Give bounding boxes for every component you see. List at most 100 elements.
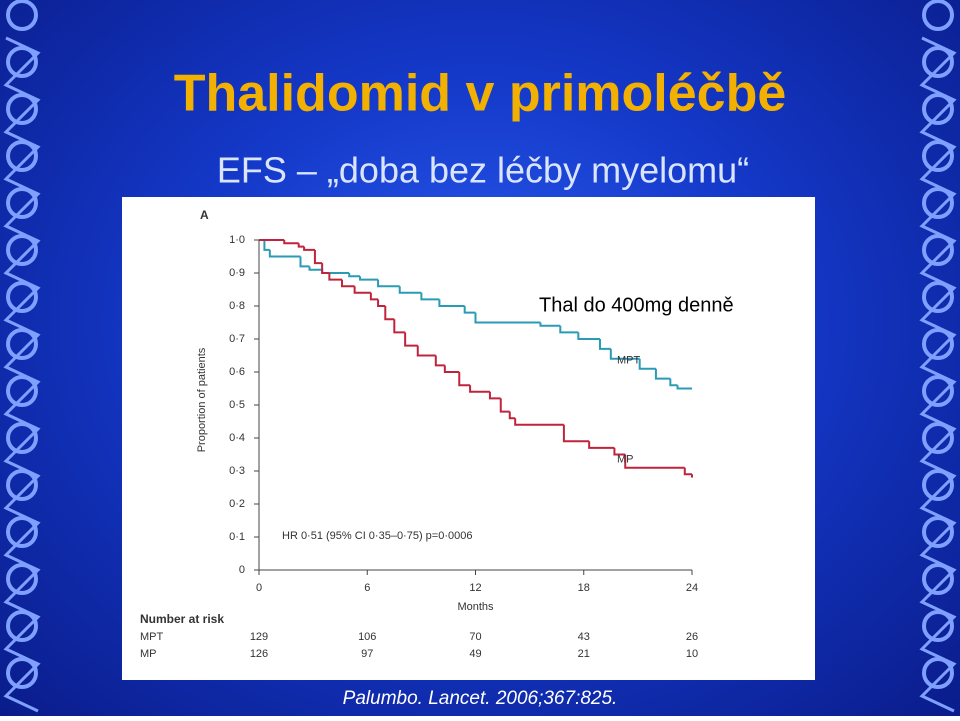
- step-segment: [268, 249, 301, 258]
- series-label: MP: [617, 454, 634, 466]
- hr-annotation: HR 0·51 (95% CI 0·35–0·75) p=0·0006: [282, 530, 472, 542]
- x-tick-label: 0: [256, 582, 262, 594]
- deco-ring: [922, 328, 954, 360]
- y-tick-label: 0·8: [229, 300, 245, 312]
- citation: Palumbo. Lancet. 2006;367:825.: [343, 688, 618, 709]
- step-segment: [299, 256, 310, 268]
- y-tick-label: 0: [239, 564, 245, 576]
- step-segment: [283, 240, 299, 245]
- risk-row-label: MPT: [140, 631, 164, 643]
- step-segment: [438, 299, 465, 307]
- step-segment: [443, 365, 460, 373]
- step-segment: [416, 345, 436, 357]
- y-tick-label: 0·5: [229, 399, 245, 411]
- deco-zigzag: [3, 36, 41, 713]
- step-segment: [359, 276, 379, 281]
- deco-ring: [922, 140, 954, 172]
- deco-ring: [6, 563, 38, 595]
- step-segment: [377, 279, 400, 288]
- step-segment: [384, 306, 395, 321]
- step-segment: [369, 292, 379, 301]
- border-decoration: [3, 0, 957, 713]
- deco-ring: [6, 140, 38, 172]
- risk-value: 21: [578, 648, 590, 660]
- risk-value: 126: [250, 648, 268, 660]
- step-segment: [404, 332, 418, 347]
- step-segment: [377, 299, 386, 307]
- deco-ring: [922, 375, 954, 407]
- risk-value: 10: [686, 648, 698, 660]
- step-segment: [353, 286, 371, 294]
- deco-ring: [922, 187, 954, 219]
- deco-ring: [922, 281, 954, 313]
- step-segment: [348, 273, 361, 278]
- y-tick-label: 0·7: [229, 333, 245, 345]
- step-segment: [303, 246, 315, 251]
- deco-zigzag: [919, 36, 957, 713]
- risk-value: 106: [358, 631, 376, 643]
- deco-ring: [922, 422, 954, 454]
- step-segment: [562, 424, 590, 443]
- step-segment: [683, 467, 692, 476]
- deco-ring: [922, 93, 954, 125]
- deco-ring: [6, 0, 38, 31]
- deco-ring: [922, 469, 954, 501]
- series-label: MPT: [617, 354, 641, 366]
- x-axis-label: Months: [457, 601, 494, 613]
- y-tick-label: 0·2: [229, 498, 245, 510]
- step-segment: [499, 398, 510, 413]
- y-tick-label: 0·6: [229, 366, 245, 378]
- step-segment: [669, 378, 678, 387]
- step-segment: [458, 372, 471, 387]
- step-segment: [434, 355, 445, 367]
- annotation: Thal do 400mg denně: [539, 294, 734, 316]
- deco-ring: [6, 46, 38, 78]
- y-tick-label: 0·3: [229, 465, 245, 477]
- slide-subtitle: EFS – „doba bez léčby myelomu“: [217, 150, 749, 191]
- deco-ring: [922, 46, 954, 78]
- deco-ring: [922, 610, 954, 642]
- deco-ring: [6, 422, 38, 454]
- step-segment: [514, 418, 564, 426]
- y-tick-label: 1·0: [229, 234, 245, 246]
- x-tick-label: 12: [469, 582, 481, 594]
- deco-ring: [6, 657, 38, 689]
- deco-ring: [922, 0, 954, 31]
- risk-value: 26: [686, 631, 698, 643]
- y-axis-label: Proportion of patients: [196, 347, 208, 452]
- deco-ring: [922, 516, 954, 548]
- risk-value: 97: [361, 648, 373, 660]
- deco-ring: [6, 234, 38, 266]
- deco-ring: [922, 234, 954, 266]
- deco-ring: [6, 375, 38, 407]
- risk-value: 43: [578, 631, 590, 643]
- step-segment: [463, 306, 476, 314]
- step-segment: [328, 273, 342, 281]
- deco-ring: [6, 610, 38, 642]
- x-tick-label: 18: [578, 582, 590, 594]
- step-segment: [638, 358, 656, 370]
- slide-title: Thalidomid v primoléčbě: [174, 65, 787, 123]
- step-segment: [613, 447, 626, 456]
- step-segment: [577, 332, 600, 340]
- deco-ring: [6, 469, 38, 501]
- step-segment: [508, 411, 516, 420]
- step-segment: [393, 319, 406, 334]
- step-segment: [676, 385, 692, 390]
- step-segment: [308, 266, 323, 271]
- risk-value: 49: [469, 648, 481, 660]
- risk-value: 129: [250, 631, 268, 643]
- panel-label: A: [200, 208, 209, 222]
- step-segment: [539, 322, 561, 327]
- deco-ring: [922, 657, 954, 689]
- y-tick-label: 0·4: [229, 432, 245, 444]
- step-segment: [321, 263, 330, 274]
- step-segment: [469, 385, 490, 393]
- step-segment: [488, 391, 501, 400]
- chart-panel: [122, 197, 815, 680]
- deco-ring: [6, 93, 38, 125]
- step-segment: [420, 292, 440, 301]
- y-tick-label: 0·9: [229, 267, 245, 279]
- step-segment: [340, 279, 355, 288]
